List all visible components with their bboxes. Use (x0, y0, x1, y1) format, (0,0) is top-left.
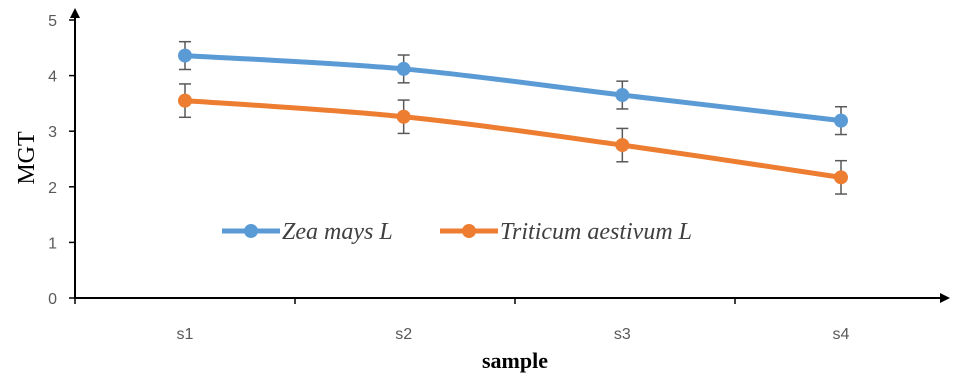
x-tick-label: s3 (614, 326, 631, 343)
x-axis-label: sample (482, 348, 548, 373)
legend-label: Zea mays L (282, 219, 393, 245)
data-point (396, 109, 411, 124)
y-tick-label: 3 (48, 124, 57, 141)
data-point (178, 93, 192, 108)
x-tick-label: s2 (395, 326, 412, 343)
data-point (178, 48, 192, 63)
legend-item: Zea mays L (222, 219, 393, 245)
y-tick-label: 5 (48, 13, 57, 30)
y-tick-label: 4 (48, 69, 57, 86)
series-line (182, 53, 844, 124)
data-point (615, 138, 630, 153)
x-tick-label: s1 (177, 326, 194, 343)
data-point (396, 61, 411, 76)
legend-swatch-marker (462, 224, 476, 238)
legend-label: Triticum aestivum L (500, 219, 692, 245)
x-tick-label: s4 (833, 326, 850, 343)
legend-swatch-marker (244, 224, 258, 238)
y-tick-label: 2 (48, 180, 57, 197)
series-line (182, 98, 844, 180)
data-point (834, 170, 848, 185)
y-tick-label: 0 (48, 291, 57, 308)
y-tick-label: 1 (48, 235, 57, 252)
data-point (834, 113, 848, 128)
legend-item: Triticum aestivum L (440, 219, 692, 245)
y-axis-label: MGT (14, 131, 40, 185)
data-point (615, 88, 630, 103)
